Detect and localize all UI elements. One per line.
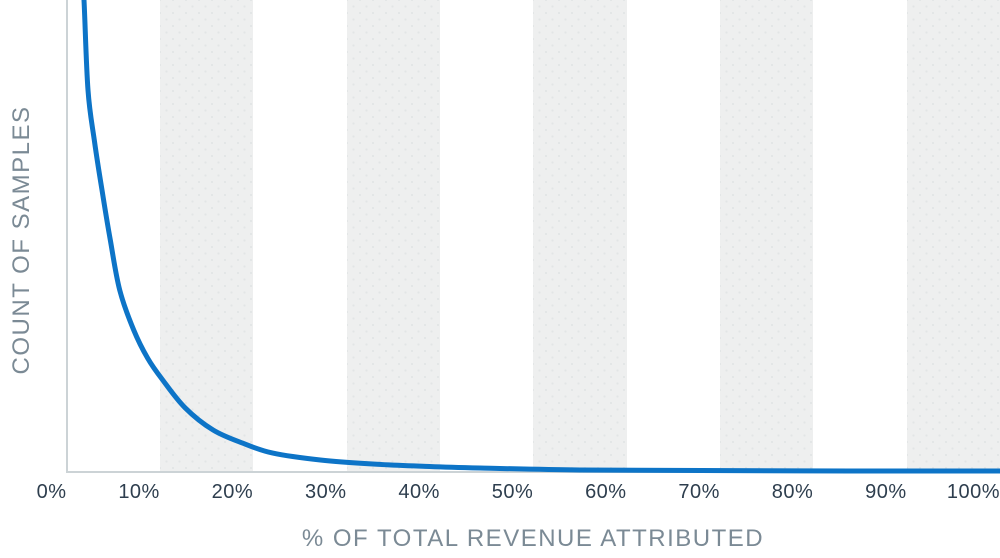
background-band (346, 0, 440, 471)
y-axis-line (66, 0, 68, 473)
background-band (159, 0, 254, 471)
background-band (719, 0, 814, 471)
background-band (533, 0, 627, 471)
x-tick-label: 20% (211, 481, 254, 503)
y-axis-title: COUNT OF SAMPLES (8, 105, 35, 375)
x-tick-label: 10% (118, 481, 160, 503)
x-tick-label: 0% (36, 481, 67, 503)
x-tick-label: 80% (771, 481, 814, 503)
x-tick-label: 100% (946, 481, 1000, 503)
samples-curve-path (81, 0, 1000, 474)
x-tick-label: 40% (398, 481, 440, 503)
x-tick-label: 50% (491, 481, 534, 503)
x-tick-label: 90% (865, 481, 907, 503)
x-tick-label: 70% (678, 481, 720, 503)
x-axis-title: % OF TOTAL REVENUE ATTRIBUTED (301, 525, 765, 552)
background-band (906, 0, 1000, 471)
x-axis-line (66, 471, 1000, 473)
x-tick-label: 30% (305, 481, 347, 503)
x-tick-label: 60% (585, 481, 627, 503)
